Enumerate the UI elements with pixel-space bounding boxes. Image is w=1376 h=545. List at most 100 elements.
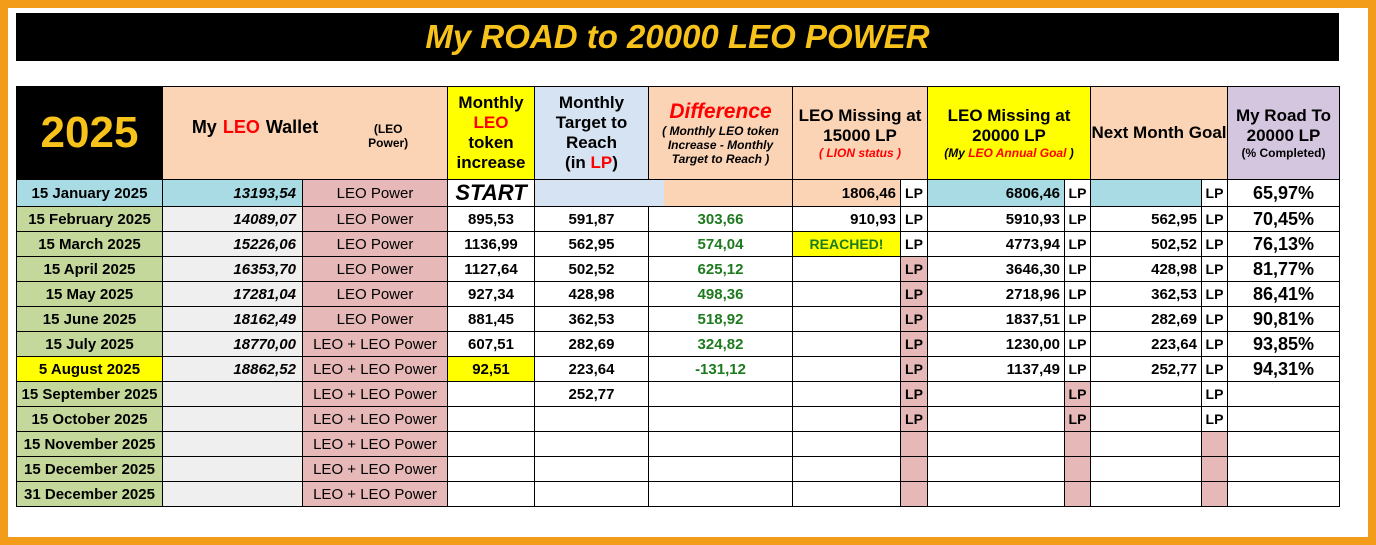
lp-unit-cell — [1201, 456, 1228, 482]
missing-20000-cell — [927, 381, 1065, 407]
increase-cell — [447, 406, 535, 432]
wallet-cell: 18162,49 — [162, 306, 303, 332]
difference-cell: 518,92 — [648, 306, 793, 332]
increase-cell: 895,53 — [447, 206, 535, 232]
lp-unit-cell: LP — [900, 281, 928, 307]
next-goal-cell: 282,69 — [1090, 306, 1202, 332]
percent-completed-cell: 70,45% — [1227, 206, 1340, 232]
missing-20000-cell — [927, 431, 1065, 457]
difference-cell — [648, 431, 793, 457]
table-row: 15 October 2025 LEO + LEO Power LP LP LP — [16, 406, 1340, 432]
percent-completed-cell — [1227, 406, 1340, 432]
difference-header-title: Difference — [669, 100, 772, 123]
next-goal-cell — [1090, 431, 1202, 457]
increase-cell: 927,34 — [447, 281, 535, 307]
header-row: 2025 My LEO Wallet (LEO Power) Monthly L… — [16, 86, 1340, 180]
increase-cell — [447, 431, 535, 457]
token-type-cell: LEO + LEO Power — [302, 356, 448, 382]
lp-unit-cell: LP — [1064, 179, 1091, 207]
wallet-cell: 18862,52 — [162, 356, 303, 382]
table-row: 15 April 2025 16353,70 LEO Power 1127,64 502… — [16, 256, 1340, 282]
lp-unit-cell: LP — [1201, 179, 1228, 207]
table-row: 15 March 2025 15226,06 LEO Power 1136,99 562… — [16, 231, 1340, 257]
missing-20000-cell — [927, 456, 1065, 482]
missing-20000-cell: 3646,30 — [927, 256, 1065, 282]
wallet-cell: 17281,04 — [162, 281, 303, 307]
target-cell — [534, 481, 649, 507]
difference-cell — [648, 456, 793, 482]
table-row: 31 December 2025 LEO + LEO Power — [16, 481, 1340, 507]
missing-20000-sub-c: ) — [1066, 146, 1074, 160]
difference-cell: 324,82 — [648, 331, 793, 357]
lp-unit-cell — [1201, 481, 1228, 507]
target-cell: 591,87 — [534, 206, 649, 232]
date-cell: 15 September 2025 — [16, 381, 163, 407]
lp-unit-cell: LP — [1064, 256, 1091, 282]
lp-unit-cell: LP — [1201, 206, 1228, 232]
missing-20000-cell: 6806,46 — [927, 179, 1065, 207]
target-cell: 428,98 — [534, 281, 649, 307]
lp-unit-cell: LP — [1201, 306, 1228, 332]
lp-unit-cell — [1064, 431, 1091, 457]
token-type-cell: LEO + LEO Power — [302, 406, 448, 432]
wallet-cell: 15226,06 — [162, 231, 303, 257]
missing-15000-cell — [792, 281, 901, 307]
difference-cell — [648, 481, 793, 507]
next-goal-cell: 562,95 — [1090, 206, 1202, 232]
target-cell: 223,64 — [534, 356, 649, 382]
next-goal-cell — [1090, 179, 1202, 207]
increase-cell — [447, 481, 535, 507]
target-cell — [534, 456, 649, 482]
monthly-header-leo: LEO — [473, 113, 509, 132]
difference-cell: 625,12 — [648, 256, 793, 282]
increase-cell: 881,45 — [447, 306, 535, 332]
lp-unit-cell: LP — [1201, 406, 1228, 432]
next-goal-cell: 252,77 — [1090, 356, 1202, 382]
percent-completed-cell: 93,85% — [1227, 331, 1340, 357]
missing-15000-cell — [792, 456, 901, 482]
date-cell: 15 March 2025 — [16, 231, 163, 257]
next-goal-cell: 362,53 — [1090, 281, 1202, 307]
lp-unit-cell: LP — [1064, 331, 1091, 357]
missing-15000-cell — [792, 481, 901, 507]
lp-unit-cell: LP — [900, 206, 928, 232]
target-header-close: ) — [612, 153, 618, 172]
target-cell — [534, 406, 649, 432]
lp-unit-cell: LP — [900, 306, 928, 332]
table-row: 15 January 2025 13193,54 LEO Power START 180… — [16, 179, 1340, 207]
token-type-cell: LEO + LEO Power — [302, 481, 448, 507]
increase-cell: 92,51 — [447, 356, 535, 382]
token-type-cell: LEO Power — [302, 179, 448, 207]
difference-cell — [648, 406, 793, 432]
token-type-cell: LEO + LEO Power — [302, 381, 448, 407]
lp-unit-cell: LP — [1201, 231, 1228, 257]
difference-header-sub: ( Monthly LEO token Increase - Monthly T… — [662, 124, 779, 166]
missing-20000-cell — [927, 406, 1065, 432]
date-cell: 15 February 2025 — [16, 206, 163, 232]
monthly-increase-header: Monthly LEO token increase — [447, 86, 535, 180]
difference-cell: -131,12 — [648, 356, 793, 382]
date-cell: 15 June 2025 — [16, 306, 163, 332]
increase-cell: 1136,99 — [447, 231, 535, 257]
date-cell: 15 May 2025 — [16, 281, 163, 307]
increase-cell: 1127,64 — [447, 256, 535, 282]
missing-20000-cell: 1137,49 — [927, 356, 1065, 382]
missing-15000-sub: ( LION status ) — [818, 146, 901, 160]
missing-15000-cell: 1806,46 — [792, 179, 901, 207]
date-cell: 15 October 2025 — [16, 406, 163, 432]
table-row: 15 July 2025 18770,00 LEO + LEO Power 607,5… — [16, 331, 1340, 357]
wallet-cell — [162, 406, 303, 432]
percent-completed-cell: 81,77% — [1227, 256, 1340, 282]
target-cell: 562,95 — [534, 231, 649, 257]
next-goal-cell — [1090, 456, 1202, 482]
sheet-title: My ROAD to 20000 LEO POWER — [16, 13, 1339, 61]
leo-tracker-table: 2025 My LEO Wallet (LEO Power) Monthly L… — [16, 86, 1340, 507]
missing-20000-header: LEO Missing at 20000 LP (My LEO Annual G… — [927, 86, 1091, 180]
lp-unit-cell: LP — [1064, 406, 1091, 432]
missing-15000-header: LEO Missing at 15000 LP ( LION status ) — [792, 86, 928, 180]
next-goal-cell — [1090, 406, 1202, 432]
lp-unit-cell: LP — [900, 256, 928, 282]
percent-completed-cell — [1227, 456, 1340, 482]
lp-unit-cell: LP — [1064, 206, 1091, 232]
percent-completed-cell — [1227, 431, 1340, 457]
